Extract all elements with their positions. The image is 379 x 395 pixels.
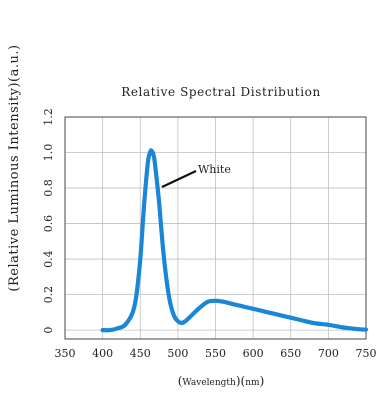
y-axis-label: (Relative Luminous Intensity)(a.u.) (7, 44, 22, 291)
annotation-white: White (198, 163, 231, 176)
x-tick-label: 450 (130, 347, 151, 360)
x-tick-label: 400 (92, 347, 113, 360)
x-axis-label-main: Wavelength (182, 378, 236, 388)
x-tick-label: 750 (356, 347, 377, 360)
grid-lines (65, 116, 367, 339)
x-tick-label: 500 (167, 347, 188, 360)
x-tick-label: 550 (205, 347, 226, 360)
y-tick-label: 0 (42, 327, 55, 334)
y-tick-label: 0.4 (42, 250, 55, 268)
x-tick-labels: 350 400 450 500 550 600 650 700 750 (55, 347, 377, 360)
y-tick-label: 1.0 (42, 144, 55, 162)
chart-title: Relative Spectral Distribution (121, 85, 321, 99)
annotation-leader-line (161, 170, 197, 188)
x-tick-label: 600 (243, 347, 264, 360)
x-tick-label: 650 (280, 347, 301, 360)
x-axis-label: (Wavelength)(nm) (178, 374, 265, 388)
x-tick-label: 700 (318, 347, 339, 360)
plot-frame (64, 116, 367, 340)
y-tick-labels: 0 0.2 0.4 0.6 0.8 1.0 1.2 (42, 108, 55, 333)
y-tick-label: 0.6 (42, 215, 55, 233)
y-tick-label: 0.8 (42, 179, 55, 197)
y-tick-label: 1.2 (42, 108, 55, 126)
y-tick-label: 0.2 (42, 286, 55, 304)
x-axis-label-unit: nm (245, 378, 260, 388)
x-tick-label: 350 (55, 347, 76, 360)
spectrum-line (100, 148, 369, 333)
